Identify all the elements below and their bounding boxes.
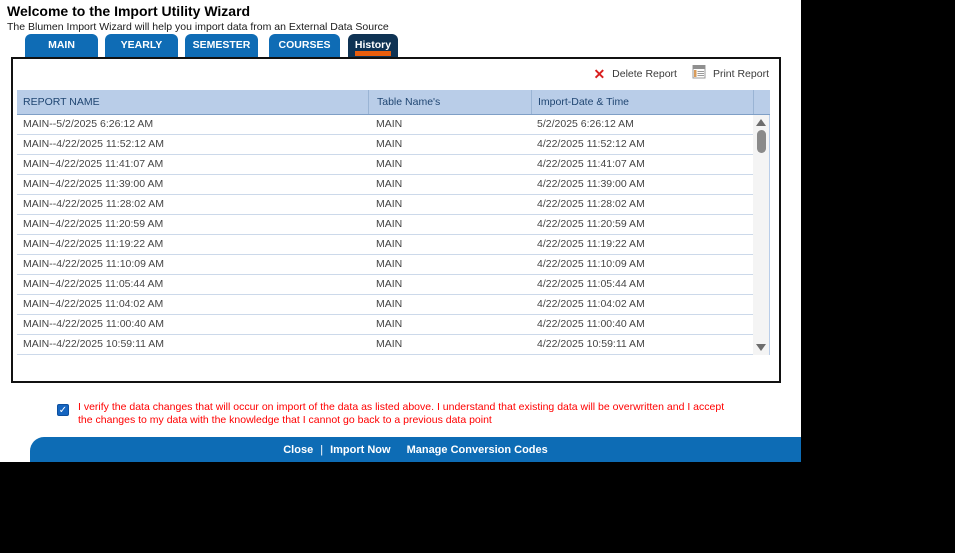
table-row[interactable]: MAIN--4/22/2025 11:00:40 AM MAIN 4/22/2025… <box>17 315 770 335</box>
tab-main[interactable]: MAIN <box>25 34 98 58</box>
row-report-name: MAIN~4/22/2025 11:39:00 AM <box>23 178 164 190</box>
row-import-datetime: 4/22/2025 10:59:11 AM <box>537 338 645 350</box>
row-import-datetime: 4/22/2025 11:10:09 AM <box>537 258 645 270</box>
table-row[interactable]: MAIN~4/22/2025 11:19:22 AM MAIN 4/22/2025 … <box>17 235 770 255</box>
delete-report-button[interactable]: Delete Report <box>612 67 677 80</box>
tab-courses[interactable]: COURSES <box>269 34 340 58</box>
verify-checkbox[interactable]: ✓ <box>57 404 69 416</box>
row-table-name: MAIN <box>376 338 403 350</box>
column-header-scroll-spacer <box>753 90 770 114</box>
history-panel: ✕ Delete Report Print Report REPORT NAME… <box>11 57 781 383</box>
table-scrollbar[interactable] <box>753 115 770 355</box>
row-report-name: MAIN--4/22/2025 11:28:02 AM <box>23 198 165 210</box>
row-table-name: MAIN <box>376 318 403 330</box>
scrollbar-thumb[interactable] <box>757 130 766 153</box>
column-header-report-name: REPORT NAME <box>23 96 100 108</box>
row-table-name: MAIN <box>376 158 403 170</box>
scrollbar-up-arrow-icon[interactable] <box>756 119 766 126</box>
close-button[interactable]: Close <box>283 443 314 456</box>
row-table-name: MAIN <box>376 278 403 290</box>
table-header-row: REPORT NAME Table Name's Import-Date & T… <box>17 90 770 115</box>
table-row[interactable]: MAIN~4/22/2025 11:04:02 AM MAIN 4/22/2025 … <box>17 295 770 315</box>
print-report-icon[interactable] <box>692 64 706 82</box>
row-table-name: MAIN <box>376 178 403 190</box>
row-table-name: MAIN <box>376 238 403 250</box>
page-subtitle: The Blumen Import Wizard will help you i… <box>7 21 389 33</box>
tab-main-label: MAIN <box>48 39 75 51</box>
row-report-name: MAIN~4/22/2025 11:41:07 AM <box>23 158 164 170</box>
table-row[interactable]: MAIN--5/2/2025 6:26:12 AM MAIN 5/2/2025 6:… <box>17 115 770 135</box>
tab-courses-label: COURSES <box>278 39 331 51</box>
tab-semester[interactable]: SEMESTER <box>185 34 258 58</box>
row-report-name: MAIN--4/22/2025 11:52:12 AM <box>23 138 165 150</box>
table-row[interactable]: MAIN--4/22/2025 11:10:09 AM MAIN 4/22/2025… <box>17 255 770 275</box>
tab-history-label: History <box>354 39 392 51</box>
row-report-name: MAIN~4/22/2025 11:05:44 AM <box>23 278 164 290</box>
table-row[interactable]: MAIN~4/22/2025 11:05:44 AM MAIN 4/22/2025 … <box>17 275 770 295</box>
row-import-datetime: 4/22/2025 11:19:22 AM <box>537 238 645 250</box>
column-header-import-datetime: Import-Date & Time <box>531 90 753 114</box>
table-row[interactable]: MAIN~4/22/2025 11:20:59 AM MAIN 4/22/2025 … <box>17 215 770 235</box>
row-table-name: MAIN <box>376 298 403 310</box>
row-table-name: MAIN <box>376 218 403 230</box>
tab-yearly-label: YEARLY <box>120 39 163 51</box>
column-header-table-name: Table Name's <box>368 90 531 114</box>
row-import-datetime: 4/22/2025 11:04:02 AM <box>537 298 645 310</box>
delete-x-icon[interactable]: ✕ <box>593 65 606 82</box>
print-report-button[interactable]: Print Report <box>712 67 769 80</box>
footer-action-bar: Close | Import Now Manage Conversion Cod… <box>30 437 801 462</box>
row-table-name: MAIN <box>376 198 403 210</box>
active-tab-indicator <box>355 51 391 56</box>
report-history-table: REPORT NAME Table Name's Import-Date & T… <box>17 90 770 355</box>
manage-conversion-codes-button[interactable]: Manage Conversion Codes <box>406 443 548 456</box>
table-row[interactable]: MAIN~4/22/2025 11:41:07 AM MAIN 4/22/2025 … <box>17 155 770 175</box>
footer-separator: | <box>320 443 324 456</box>
table-row[interactable]: MAIN~4/22/2025 11:39:00 AM MAIN 4/22/2025 … <box>17 175 770 195</box>
report-toolbar: ✕ Delete Report Print Report <box>593 64 769 82</box>
table-body: MAIN--5/2/2025 6:26:12 AM MAIN 5/2/2025 6:… <box>17 115 770 355</box>
table-row[interactable]: MAIN--4/22/2025 10:59:11 AM MAIN 4/22/2025… <box>17 335 770 355</box>
row-report-name: MAIN--4/22/2025 11:10:09 AM <box>23 258 165 270</box>
row-report-name: MAIN~4/22/2025 11:20:59 AM <box>23 218 164 230</box>
row-report-name: MAIN--5/2/2025 6:26:12 AM <box>23 118 154 130</box>
row-import-datetime: 4/22/2025 11:00:40 AM <box>537 318 645 330</box>
table-row[interactable]: MAIN--4/22/2025 11:52:12 AM MAIN 4/22/2025… <box>17 135 770 155</box>
scrollbar-down-arrow-icon[interactable] <box>756 344 766 351</box>
row-import-datetime: 4/22/2025 11:41:07 AM <box>537 158 645 170</box>
row-import-datetime: 4/22/2025 11:52:12 AM <box>537 138 645 150</box>
row-import-datetime: 4/22/2025 11:28:02 AM <box>537 198 645 210</box>
row-import-datetime: 4/22/2025 11:20:59 AM <box>537 218 645 230</box>
row-report-name: MAIN--4/22/2025 11:00:40 AM <box>23 318 165 330</box>
tab-semester-label: SEMESTER <box>192 39 251 51</box>
row-table-name: MAIN <box>376 138 403 150</box>
page-title: Welcome to the Import Utility Wizard <box>7 3 251 19</box>
import-wizard-window: Welcome to the Import Utility Wizard The… <box>0 0 801 462</box>
tab-yearly[interactable]: YEARLY <box>105 34 178 58</box>
row-report-name: MAIN~4/22/2025 11:04:02 AM <box>23 298 164 310</box>
tab-history[interactable]: History <box>348 34 398 58</box>
verify-disclaimer-text: I verify the data changes that will occu… <box>78 401 725 426</box>
row-report-name: MAIN--4/22/2025 10:59:11 AM <box>23 338 165 350</box>
row-import-datetime: 5/2/2025 6:26:12 AM <box>537 118 634 130</box>
import-now-button[interactable]: Import Now <box>330 443 391 456</box>
table-row[interactable]: MAIN--4/22/2025 11:28:02 AM MAIN 4/22/2025… <box>17 195 770 215</box>
row-table-name: MAIN <box>376 118 403 130</box>
row-import-datetime: 4/22/2025 11:39:00 AM <box>537 178 645 190</box>
row-table-name: MAIN <box>376 258 403 270</box>
row-report-name: MAIN~4/22/2025 11:19:22 AM <box>23 238 164 250</box>
row-import-datetime: 4/22/2025 11:05:44 AM <box>537 278 645 290</box>
